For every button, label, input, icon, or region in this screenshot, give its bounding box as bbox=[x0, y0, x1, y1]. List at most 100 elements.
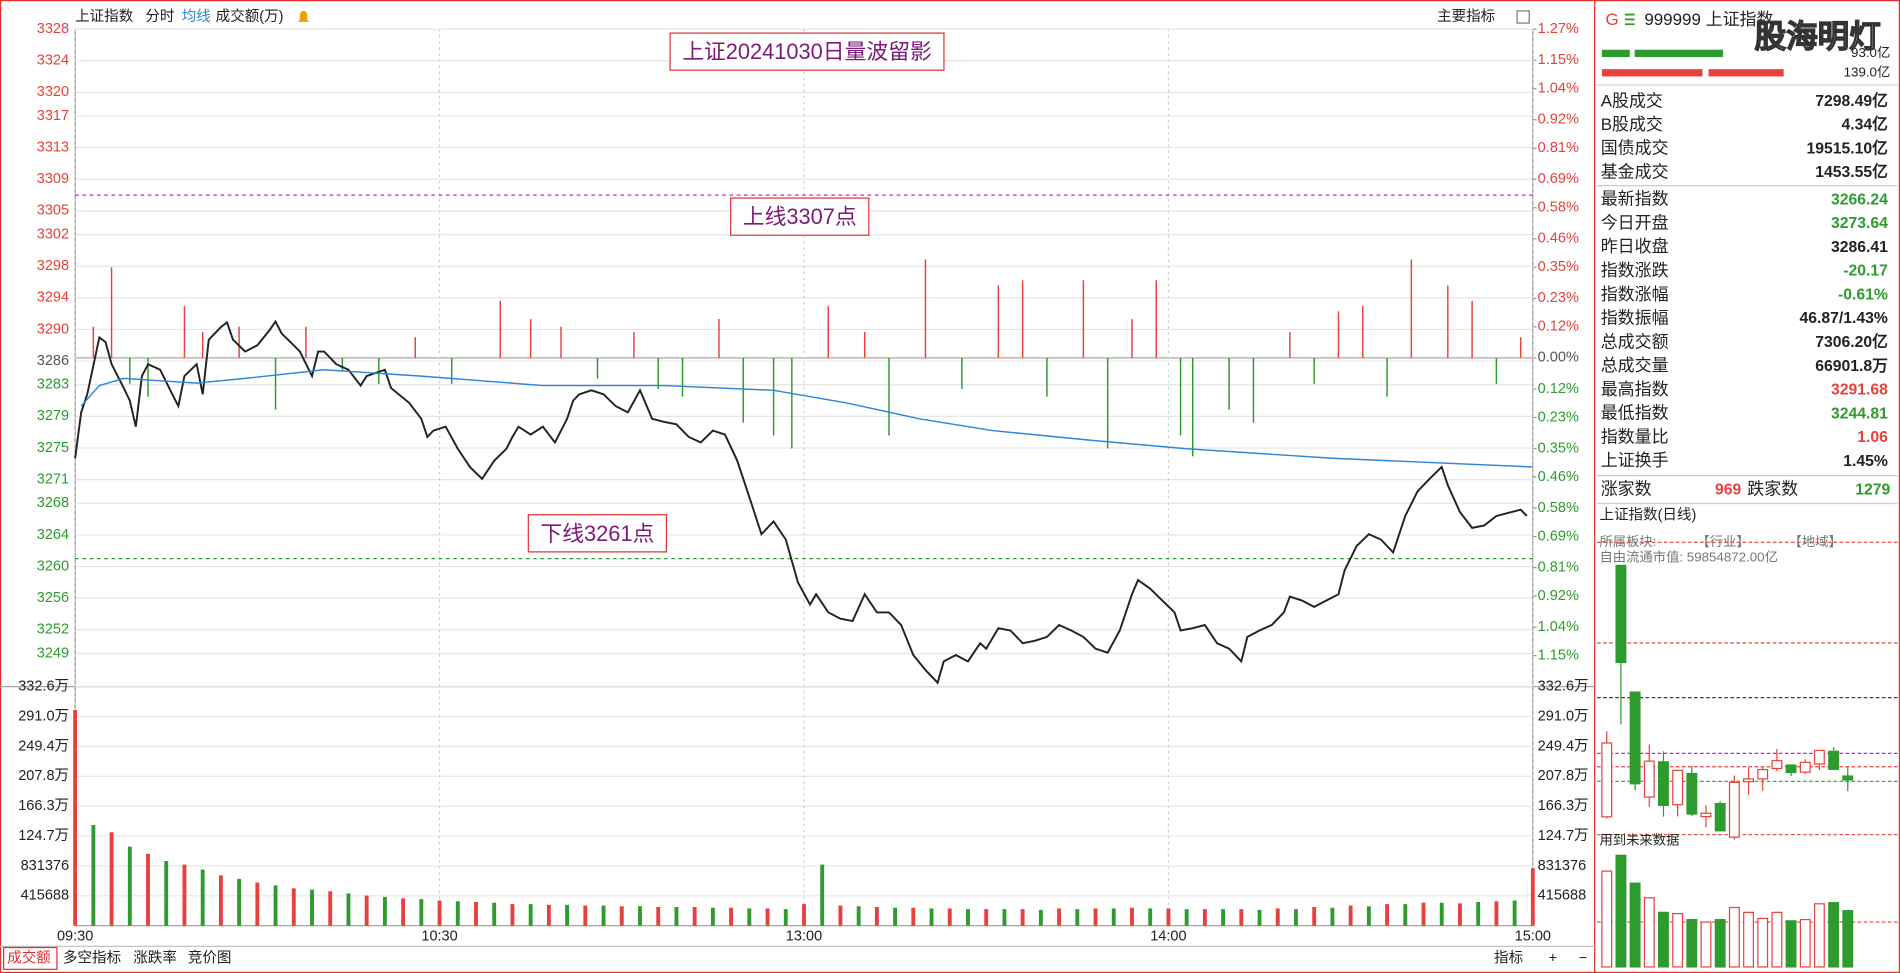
volume-bar bbox=[1330, 907, 1335, 926]
tab[interactable]: 涨跌率 bbox=[133, 949, 177, 966]
volume-bar bbox=[437, 900, 442, 926]
panel-toggle[interactable] bbox=[1516, 10, 1530, 24]
y2-tick-label: 0.23% bbox=[1538, 290, 1579, 306]
indicator-bar bbox=[827, 306, 830, 358]
buy-amount: 93.0亿 bbox=[1851, 45, 1890, 60]
indicator-bar bbox=[1410, 259, 1413, 358]
region-link[interactable]: 【地域】 bbox=[1789, 534, 1842, 549]
tool-button[interactable]: + bbox=[1549, 950, 1557, 966]
y2-tick-label: 0.12% bbox=[1538, 319, 1579, 335]
volume-bar bbox=[146, 853, 150, 926]
stat-label: 今日开盘 bbox=[1601, 213, 1669, 232]
y-tick-label: 3249 bbox=[37, 645, 69, 661]
volume-bar bbox=[401, 898, 406, 926]
watermark: 股海明灯 bbox=[1755, 18, 1881, 54]
y2-tick-label: 1.04% bbox=[1538, 80, 1579, 96]
y-tick-label: 3298 bbox=[37, 258, 69, 274]
stat-label: 指数量比 bbox=[1601, 427, 1669, 446]
volume-bar bbox=[218, 875, 223, 926]
candle-body bbox=[1799, 761, 1811, 773]
industry-link[interactable]: 【行业】 bbox=[1696, 534, 1749, 549]
volume-bar bbox=[1494, 901, 1499, 926]
annotation-box bbox=[527, 514, 668, 553]
breadth-label: 涨家数 bbox=[1601, 480, 1652, 499]
candle-body bbox=[1757, 768, 1769, 780]
stat-value: 3291.68 bbox=[1831, 382, 1888, 399]
tab[interactable]: 竞价图 bbox=[188, 948, 232, 966]
daily-volume-bar bbox=[1828, 902, 1840, 968]
tool-button[interactable]: − bbox=[1579, 950, 1587, 966]
y-tick-label: 124.7万 bbox=[1538, 828, 1589, 844]
candle-body bbox=[1672, 769, 1684, 806]
tab[interactable]: 成交额 bbox=[7, 948, 51, 966]
daily-volume-bar bbox=[1743, 911, 1754, 968]
menu-icon[interactable] bbox=[1624, 13, 1635, 26]
indicator-bar bbox=[681, 357, 684, 397]
future-note: 用到未来数据 bbox=[1599, 832, 1679, 847]
volume-bar bbox=[310, 889, 314, 926]
indicator-bar bbox=[772, 357, 775, 436]
volume-bar bbox=[255, 882, 260, 926]
active-tab-frame bbox=[3, 946, 58, 970]
volume-bar bbox=[91, 825, 96, 926]
candle-body bbox=[1601, 742, 1613, 818]
y-tick-label: 249.4万 bbox=[18, 738, 69, 754]
stat-value: -0.61% bbox=[1838, 286, 1888, 303]
sell-bar bbox=[1601, 69, 1703, 77]
volume-bar bbox=[583, 905, 588, 926]
volume-bar bbox=[1148, 908, 1153, 926]
indicator-bar bbox=[633, 332, 635, 358]
volume-bar bbox=[346, 893, 351, 926]
daily-volume-bar bbox=[1714, 918, 1726, 968]
volume-bar bbox=[237, 878, 242, 926]
stat-label: 最高指数 bbox=[1601, 380, 1669, 399]
stat-value: 3244.81 bbox=[1831, 405, 1888, 422]
volume-bar bbox=[783, 909, 788, 926]
tab[interactable]: 多空指标 bbox=[63, 949, 121, 966]
legend-entry[interactable]: 均线 bbox=[182, 8, 211, 25]
y2-tick-label: 1.15% bbox=[1538, 647, 1579, 663]
stat-label: 指数振幅 bbox=[1601, 309, 1669, 328]
stat-label: 总成交额 bbox=[1601, 332, 1669, 351]
indicator-bar bbox=[742, 357, 744, 423]
volume-bar bbox=[510, 904, 515, 926]
volume-bar bbox=[109, 832, 114, 926]
volume-bar bbox=[1294, 909, 1298, 926]
y-tick-label: 207.8万 bbox=[1538, 768, 1589, 784]
volume-bar bbox=[1221, 909, 1226, 926]
volume-bar bbox=[528, 904, 533, 926]
daily-volume-bar bbox=[1643, 897, 1655, 968]
tool-button[interactable]: 指标 bbox=[1494, 949, 1523, 966]
indicator-bar bbox=[1337, 311, 1340, 358]
daily-volume-bar bbox=[1601, 870, 1613, 968]
security-name: 上证指数 bbox=[75, 8, 134, 25]
stat-label: 指数涨跌 bbox=[1601, 261, 1669, 280]
candle-body bbox=[1728, 781, 1740, 838]
y-tick-label: 166.3万 bbox=[1538, 798, 1589, 814]
indicator-menu[interactable]: 主要指标 bbox=[1437, 8, 1495, 25]
indicator-bar bbox=[1106, 357, 1109, 449]
indicator-bar bbox=[1289, 332, 1291, 358]
volume-bar bbox=[1385, 904, 1390, 926]
y2-tick-label: 0.69% bbox=[1538, 528, 1579, 544]
y-tick-label: 3294 bbox=[37, 290, 69, 306]
volume-bar bbox=[1366, 906, 1371, 926]
indicator-bar bbox=[378, 357, 380, 384]
y-tick-label: 3256 bbox=[37, 590, 69, 606]
indicator-bar bbox=[1252, 357, 1255, 423]
alert-icon[interactable] bbox=[298, 10, 309, 22]
y-tick-label: 3302 bbox=[37, 226, 69, 242]
y-tick-label: 3283 bbox=[37, 377, 69, 393]
volume-bar bbox=[1458, 903, 1462, 926]
stat-value: 3273.64 bbox=[1831, 215, 1888, 232]
y-tick-label: 3252 bbox=[37, 622, 69, 638]
indicator-bar bbox=[529, 319, 532, 358]
volume-bar bbox=[1312, 906, 1317, 926]
indicator-bar bbox=[1519, 337, 1522, 358]
volume-bar bbox=[565, 904, 570, 926]
legend-entry[interactable]: 分时 bbox=[145, 8, 174, 25]
volume-bar bbox=[656, 906, 661, 926]
volume-bar bbox=[1057, 908, 1062, 926]
buy-bar bbox=[1601, 49, 1630, 58]
